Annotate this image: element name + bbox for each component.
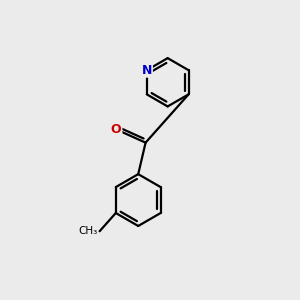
- Text: CH₃: CH₃: [78, 226, 97, 236]
- Text: O: O: [111, 123, 122, 136]
- Text: N: N: [142, 64, 152, 77]
